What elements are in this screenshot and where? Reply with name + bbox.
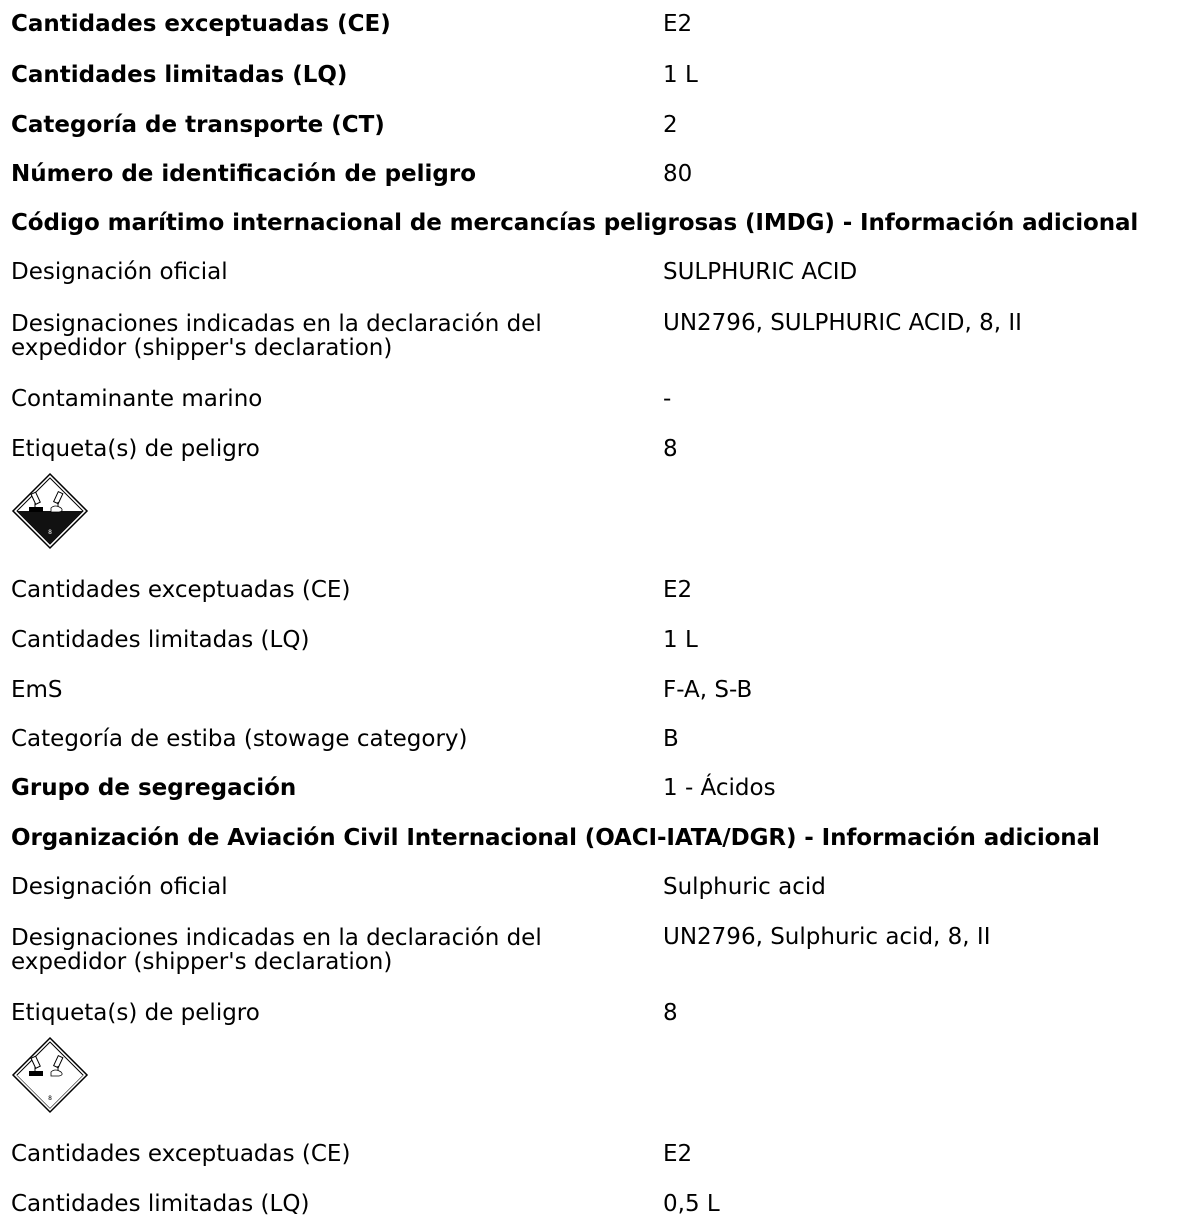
imdg-heading: Código marítimo internacional de mercanc… [11, 210, 1139, 236]
value-icao-hazard: 8 [663, 1000, 678, 1026]
pictogram-number: 8 [48, 1095, 52, 1102]
label-transport-category: Categoría de transporte (CT) [11, 112, 385, 138]
value-icao-ce: E2 [663, 1141, 693, 1167]
value-imdg-marine: - [663, 386, 672, 412]
label-icao-hazard: Etiqueta(s) de peligro [11, 1000, 260, 1026]
value-imdg-stowage: B [663, 726, 679, 752]
value-imdg-ce: E2 [663, 577, 693, 603]
value-ce: E2 [663, 11, 693, 37]
value-imdg-ems: F-A, S-B [663, 677, 753, 703]
label-lq: Cantidades limitadas (LQ) [11, 62, 348, 88]
value-icao-designation: Sulphuric acid [663, 874, 826, 900]
pictogram-number: 8 [48, 529, 52, 536]
icao-heading: Organización de Aviación Civil Internaci… [11, 825, 1100, 851]
label-hazard-id-number: Número de identificación de peligro [11, 161, 477, 187]
value-imdg-designation: SULPHURIC ACID [663, 259, 858, 285]
value-hazard-id-number: 80 [663, 161, 693, 187]
value-imdg-shipper: UN2796, SULPHURIC ACID, 8, II [663, 310, 1022, 336]
label-imdg-designation: Designación oficial [11, 259, 228, 285]
label-imdg-ce: Cantidades exceptuadas (CE) [11, 577, 351, 603]
label-imdg-lq: Cantidades limitadas (LQ) [11, 627, 310, 653]
corrosive-class-8-icon: 8 [11, 1036, 89, 1114]
value-icao-lq: 0,5 L [663, 1191, 720, 1217]
label-imdg-segregation: Grupo de segregación [11, 775, 297, 801]
label-ce: Cantidades exceptuadas (CE) [11, 11, 391, 37]
value-imdg-lq: 1 L [663, 627, 698, 653]
value-imdg-segregation: 1 - Ácidos [663, 775, 776, 801]
value-icao-shipper: UN2796, Sulphuric acid, 8, II [663, 924, 991, 950]
label-imdg-stowage: Categoría de estiba (stowage category) [11, 726, 468, 752]
label-imdg-shipper: Designaciones indicadas en la declaració… [11, 311, 542, 361]
label-icao-ce: Cantidades exceptuadas (CE) [11, 1141, 351, 1167]
label-icao-designation: Designación oficial [11, 874, 228, 900]
corrosive-class-8-icon: 8 [11, 472, 89, 550]
label-icao-shipper: Designaciones indicadas en la declaració… [11, 925, 542, 975]
label-imdg-marine: Contaminante marino [11, 386, 263, 412]
label-imdg-ems: EmS [11, 677, 63, 703]
value-lq: 1 L [663, 62, 698, 88]
value-imdg-hazard: 8 [663, 436, 678, 462]
label-icao-lq: Cantidades limitadas (LQ) [11, 1191, 310, 1217]
value-transport-category: 2 [663, 112, 678, 138]
label-imdg-hazard: Etiqueta(s) de peligro [11, 436, 260, 462]
